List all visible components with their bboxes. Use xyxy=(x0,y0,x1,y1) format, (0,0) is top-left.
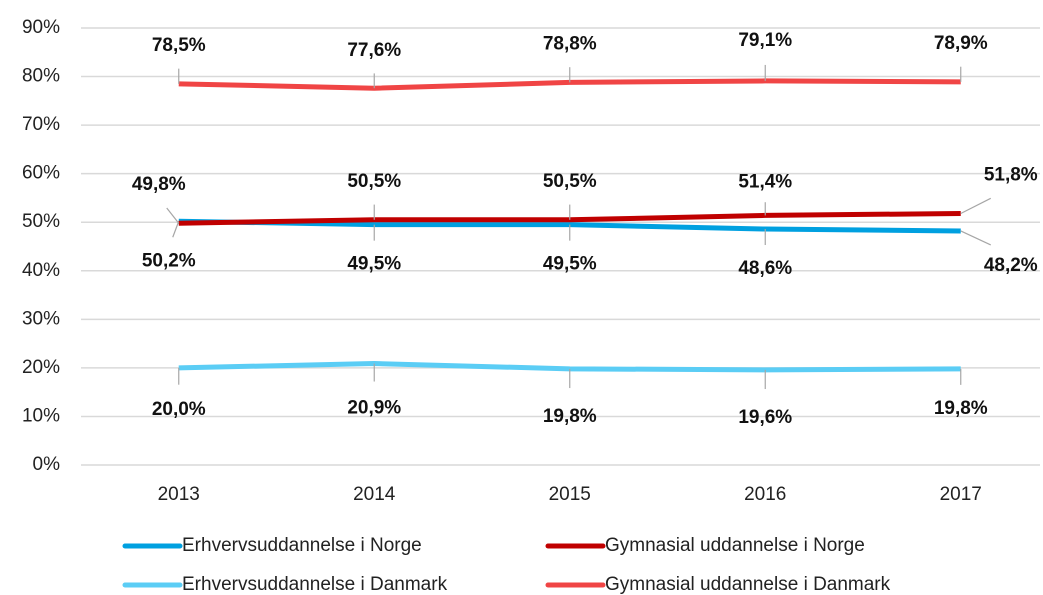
data-label: 51,4% xyxy=(738,171,792,192)
data-label: 20,9% xyxy=(347,398,401,419)
legend-label: Erhvervsuddannelse i Norge xyxy=(182,535,422,556)
data-label: 48,6% xyxy=(738,258,792,279)
data-label: 79,1% xyxy=(738,30,792,51)
y-tick-label: 30% xyxy=(22,308,60,329)
y-tick-label: 0% xyxy=(33,454,61,475)
data-label: 51,8% xyxy=(984,164,1038,185)
x-tick-label: 2013 xyxy=(158,484,200,505)
data-label: 78,8% xyxy=(543,33,597,54)
data-label: 49,5% xyxy=(543,254,597,275)
legend-label: Gymnasial uddannelse i Norge xyxy=(605,535,865,556)
y-tick-label: 40% xyxy=(22,260,60,281)
legend-label: Gymnasial uddannelse i Danmark xyxy=(605,574,891,595)
data-label: 49,8% xyxy=(132,174,186,195)
data-label: 77,6% xyxy=(347,40,401,61)
data-label: 20,0% xyxy=(152,399,206,420)
x-tick-label: 2017 xyxy=(940,484,982,505)
data-label: 49,5% xyxy=(347,254,401,275)
y-tick-label: 90% xyxy=(22,17,60,38)
leader-line xyxy=(166,207,180,224)
data-label: 50,5% xyxy=(347,171,401,192)
data-label: 19,6% xyxy=(738,407,792,428)
leader-line xyxy=(172,221,180,238)
data-label: 48,2% xyxy=(984,255,1038,276)
x-tick-label: 2016 xyxy=(744,484,786,505)
data-label: 19,8% xyxy=(543,406,597,427)
y-tick-label: 10% xyxy=(22,405,60,426)
y-tick-label: 50% xyxy=(22,211,60,232)
y-tick-label: 60% xyxy=(22,163,60,184)
y-tick-label: 80% xyxy=(22,66,60,87)
data-label: 50,2% xyxy=(142,250,196,271)
y-tick-label: 70% xyxy=(22,114,60,135)
leader-line xyxy=(960,230,992,246)
data-label: 78,9% xyxy=(934,33,988,54)
data-label: 19,8% xyxy=(934,398,988,419)
x-tick-label: 2014 xyxy=(353,484,396,505)
leader-line xyxy=(960,197,992,215)
x-tick-label: 2015 xyxy=(549,484,591,505)
y-tick-label: 20% xyxy=(22,357,60,378)
legend-label: Erhvervsuddannelse i Danmark xyxy=(182,574,448,595)
data-label: 78,5% xyxy=(152,35,206,56)
data-label: 50,5% xyxy=(543,171,597,192)
